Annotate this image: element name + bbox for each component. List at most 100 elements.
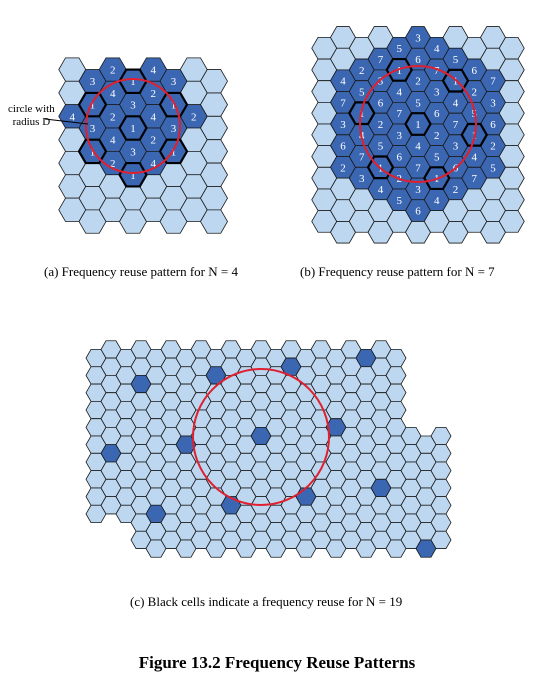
cell-label: 5: [397, 43, 403, 55]
circle-radius-annotation: circle with radius D: [8, 103, 55, 129]
cell-label: 6: [434, 108, 440, 120]
cell-label: 2: [453, 184, 459, 196]
cell-label: 2: [378, 119, 384, 131]
cell-label: 7: [434, 65, 440, 77]
cell-label: 6: [472, 65, 478, 77]
cell-label: 1: [90, 100, 96, 112]
cell-label: 4: [110, 88, 116, 100]
cell-label: 5: [434, 151, 440, 163]
cell-label: 5: [378, 141, 384, 153]
cell-label: 4: [151, 158, 157, 170]
cell-label: 7: [378, 54, 384, 66]
cell-label: 1: [415, 119, 421, 131]
hex-cell: [498, 210, 525, 233]
caption-panel-c: (c) Black cells indicate a frequency reu…: [130, 594, 403, 609]
cell-label: 4: [151, 65, 157, 77]
cell-label: 5: [359, 87, 365, 99]
cell-label: 4: [70, 111, 76, 123]
cell-label: 1: [130, 170, 136, 182]
cell-label: 3: [130, 100, 136, 112]
cell-label: 6: [415, 54, 421, 66]
cell-label: 4: [415, 141, 421, 153]
reuse-distance-circle: [359, 65, 477, 183]
cell-label: 2: [151, 88, 157, 100]
cell-label: 7: [472, 173, 478, 185]
cell-label: 3: [434, 87, 440, 99]
caption-panel-b: (b) Frequency reuse pattern for N = 7: [300, 264, 495, 279]
annotation-line-1: circle with: [8, 103, 55, 115]
figure-title: Figure 13.2 Frequency Reuse Patterns: [138, 653, 416, 672]
cluster-outline: [347, 101, 376, 126]
cell-label: 3: [340, 119, 346, 131]
cell-label: 3: [90, 76, 96, 88]
cell-label: 1: [130, 76, 136, 88]
cell-label: 3: [171, 76, 177, 88]
cell-label: 3: [359, 173, 365, 185]
cell-label: 3: [130, 146, 136, 158]
cell-label: 7: [397, 108, 403, 120]
cell-label: 1: [453, 76, 459, 88]
cell-label: 1: [90, 146, 96, 158]
cluster-outline: [77, 138, 108, 165]
cell-label: 7: [359, 151, 365, 163]
cluster-outline: [118, 115, 148, 141]
cell-label: 2: [340, 162, 346, 174]
cluster-outline: [366, 155, 395, 180]
cell-label: 6: [378, 97, 384, 109]
cell-label: 4: [472, 151, 478, 163]
hex-grid-panel-b: 4736225147373625145147362536251473647362…: [311, 26, 525, 244]
cell-label: 1: [171, 146, 177, 158]
reuse-distance-circle: [85, 78, 181, 174]
cell-label: 7: [490, 76, 496, 88]
cluster-outline: [158, 138, 189, 165]
caption-panel-a: (a) Frequency reuse pattern for N = 4: [44, 264, 238, 279]
cell-label: 3: [90, 123, 96, 135]
cell-label: 4: [397, 87, 403, 99]
cell-label: 4: [151, 111, 157, 123]
cell-label: 2: [490, 141, 496, 153]
hex-cell: [200, 209, 228, 234]
cluster-outline: [158, 91, 189, 118]
cell-label: 1: [171, 100, 177, 112]
hex-cell: [430, 530, 452, 549]
cell-label: 7: [340, 97, 346, 109]
cell-label: 3: [397, 130, 403, 142]
cell-label: 2: [110, 158, 116, 170]
cell-label: 3: [171, 123, 177, 135]
cell-label: 2: [110, 65, 116, 77]
cluster-outline: [404, 112, 432, 136]
cell-label: 2: [359, 65, 365, 77]
cell-label: 2: [472, 87, 478, 99]
cell-label: 3: [415, 184, 421, 196]
cell-label: 2: [415, 76, 421, 88]
cell-label: 1: [397, 65, 403, 77]
hex-grid-panel-c: [85, 340, 452, 558]
cell-label: 6: [415, 206, 421, 218]
cell-label: 6: [397, 151, 403, 163]
annotation-line-2: radius D: [12, 116, 51, 128]
cluster-outline: [422, 166, 451, 191]
cluster-outline: [460, 122, 489, 147]
cell-label: 3: [490, 97, 496, 109]
cell-label: 3: [378, 76, 384, 88]
cell-label: 4: [110, 135, 116, 147]
annotation-leader-line: [44, 118, 89, 125]
hex-grid-panel-a: 4 3 1 3 1 2 4 2 4 2 1 3 1 3 1 4 2 4 2 4 3 1 3 1 2: [58, 57, 228, 234]
cell-label: 2: [191, 111, 197, 123]
cell-label: 7: [453, 119, 459, 131]
reuse-distance-circle: [192, 368, 330, 506]
cell-label: 5: [415, 97, 421, 109]
cell-label: 5: [397, 195, 403, 207]
cell-label: 4: [340, 76, 346, 88]
cell-label: 3: [453, 141, 459, 153]
cell-label: 6: [490, 119, 496, 131]
cell-label: 1: [130, 123, 136, 135]
cell-label: 3: [415, 32, 421, 44]
cell-label: 2: [151, 135, 157, 147]
cell-label: 5: [490, 162, 496, 174]
cluster-outline: [385, 57, 414, 82]
cell-label: 7: [415, 162, 421, 174]
cell-label: 4: [378, 184, 384, 196]
cell-label: 4: [434, 195, 440, 207]
